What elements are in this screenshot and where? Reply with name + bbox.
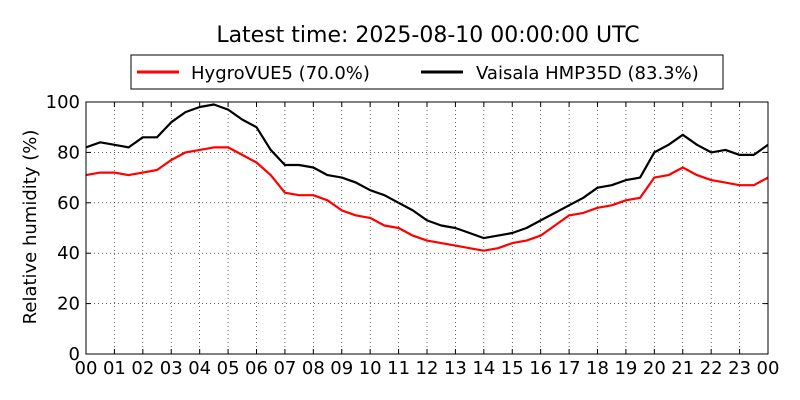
y-axis-ticks: 0 20 40 60 80 100 (46, 92, 768, 365)
x-tick-label: 18 (586, 358, 609, 379)
x-tick-label: 15 (501, 358, 524, 379)
x-tick-label: 08 (302, 358, 325, 379)
x-tick-label: 20 (643, 358, 666, 379)
x-tick-label: 22 (700, 358, 723, 379)
x-tick-label: 19 (614, 358, 637, 379)
x-tick-label: 14 (472, 358, 495, 379)
y-tick-label: 0 (69, 344, 80, 365)
y-tick-label: 60 (57, 193, 80, 214)
x-tick-label: 06 (245, 358, 268, 379)
x-tick-label: 03 (160, 358, 183, 379)
x-tick-label: 01 (103, 358, 126, 379)
x-axis-ticks: 00 01 02 03 04 05 06 07 08 09 10 11 12 13 14 15 16 17 18 19… (75, 102, 780, 379)
series-line-hygrovue5 (85, 146, 769, 252)
x-tick-label: 12 (416, 358, 439, 379)
x-tick-label: 00 (75, 358, 98, 379)
grid (86, 102, 768, 354)
legend: HygroVUE5 (70.0%) Vaisala HMP35D (83.3%) (130, 54, 724, 90)
y-axis-label: Relative humidity (%) (20, 130, 41, 325)
x-tick-label: 09 (330, 358, 353, 379)
legend-label-vaisala: Vaisala HMP35D (83.3%) (476, 63, 699, 84)
y-tick-label: 40 (57, 243, 80, 264)
x-tick-label: 02 (131, 358, 154, 379)
x-tick-label: 16 (529, 358, 552, 379)
x-tick-label: 17 (558, 358, 581, 379)
x-tick-label: 04 (188, 358, 211, 379)
x-tick-label: 13 (444, 358, 467, 379)
x-tick-label: 00 (757, 358, 780, 379)
x-tick-label: 10 (359, 358, 382, 379)
x-tick-label: 07 (273, 358, 296, 379)
y-tick-label: 80 (57, 142, 80, 163)
x-tick-label: 21 (671, 358, 694, 379)
x-tick-label: 05 (217, 358, 240, 379)
y-tick-label: 100 (46, 92, 80, 113)
y-tick-label: 20 (57, 294, 80, 315)
x-tick-label: 11 (387, 358, 410, 379)
legend-label-hygrovue5: HygroVUE5 (70.0%) (191, 63, 370, 84)
x-tick-label: 23 (728, 358, 751, 379)
chart-title: Latest time: 2025-08-10 00:00:00 UTC (216, 23, 639, 48)
plot-frame (85, 101, 769, 355)
